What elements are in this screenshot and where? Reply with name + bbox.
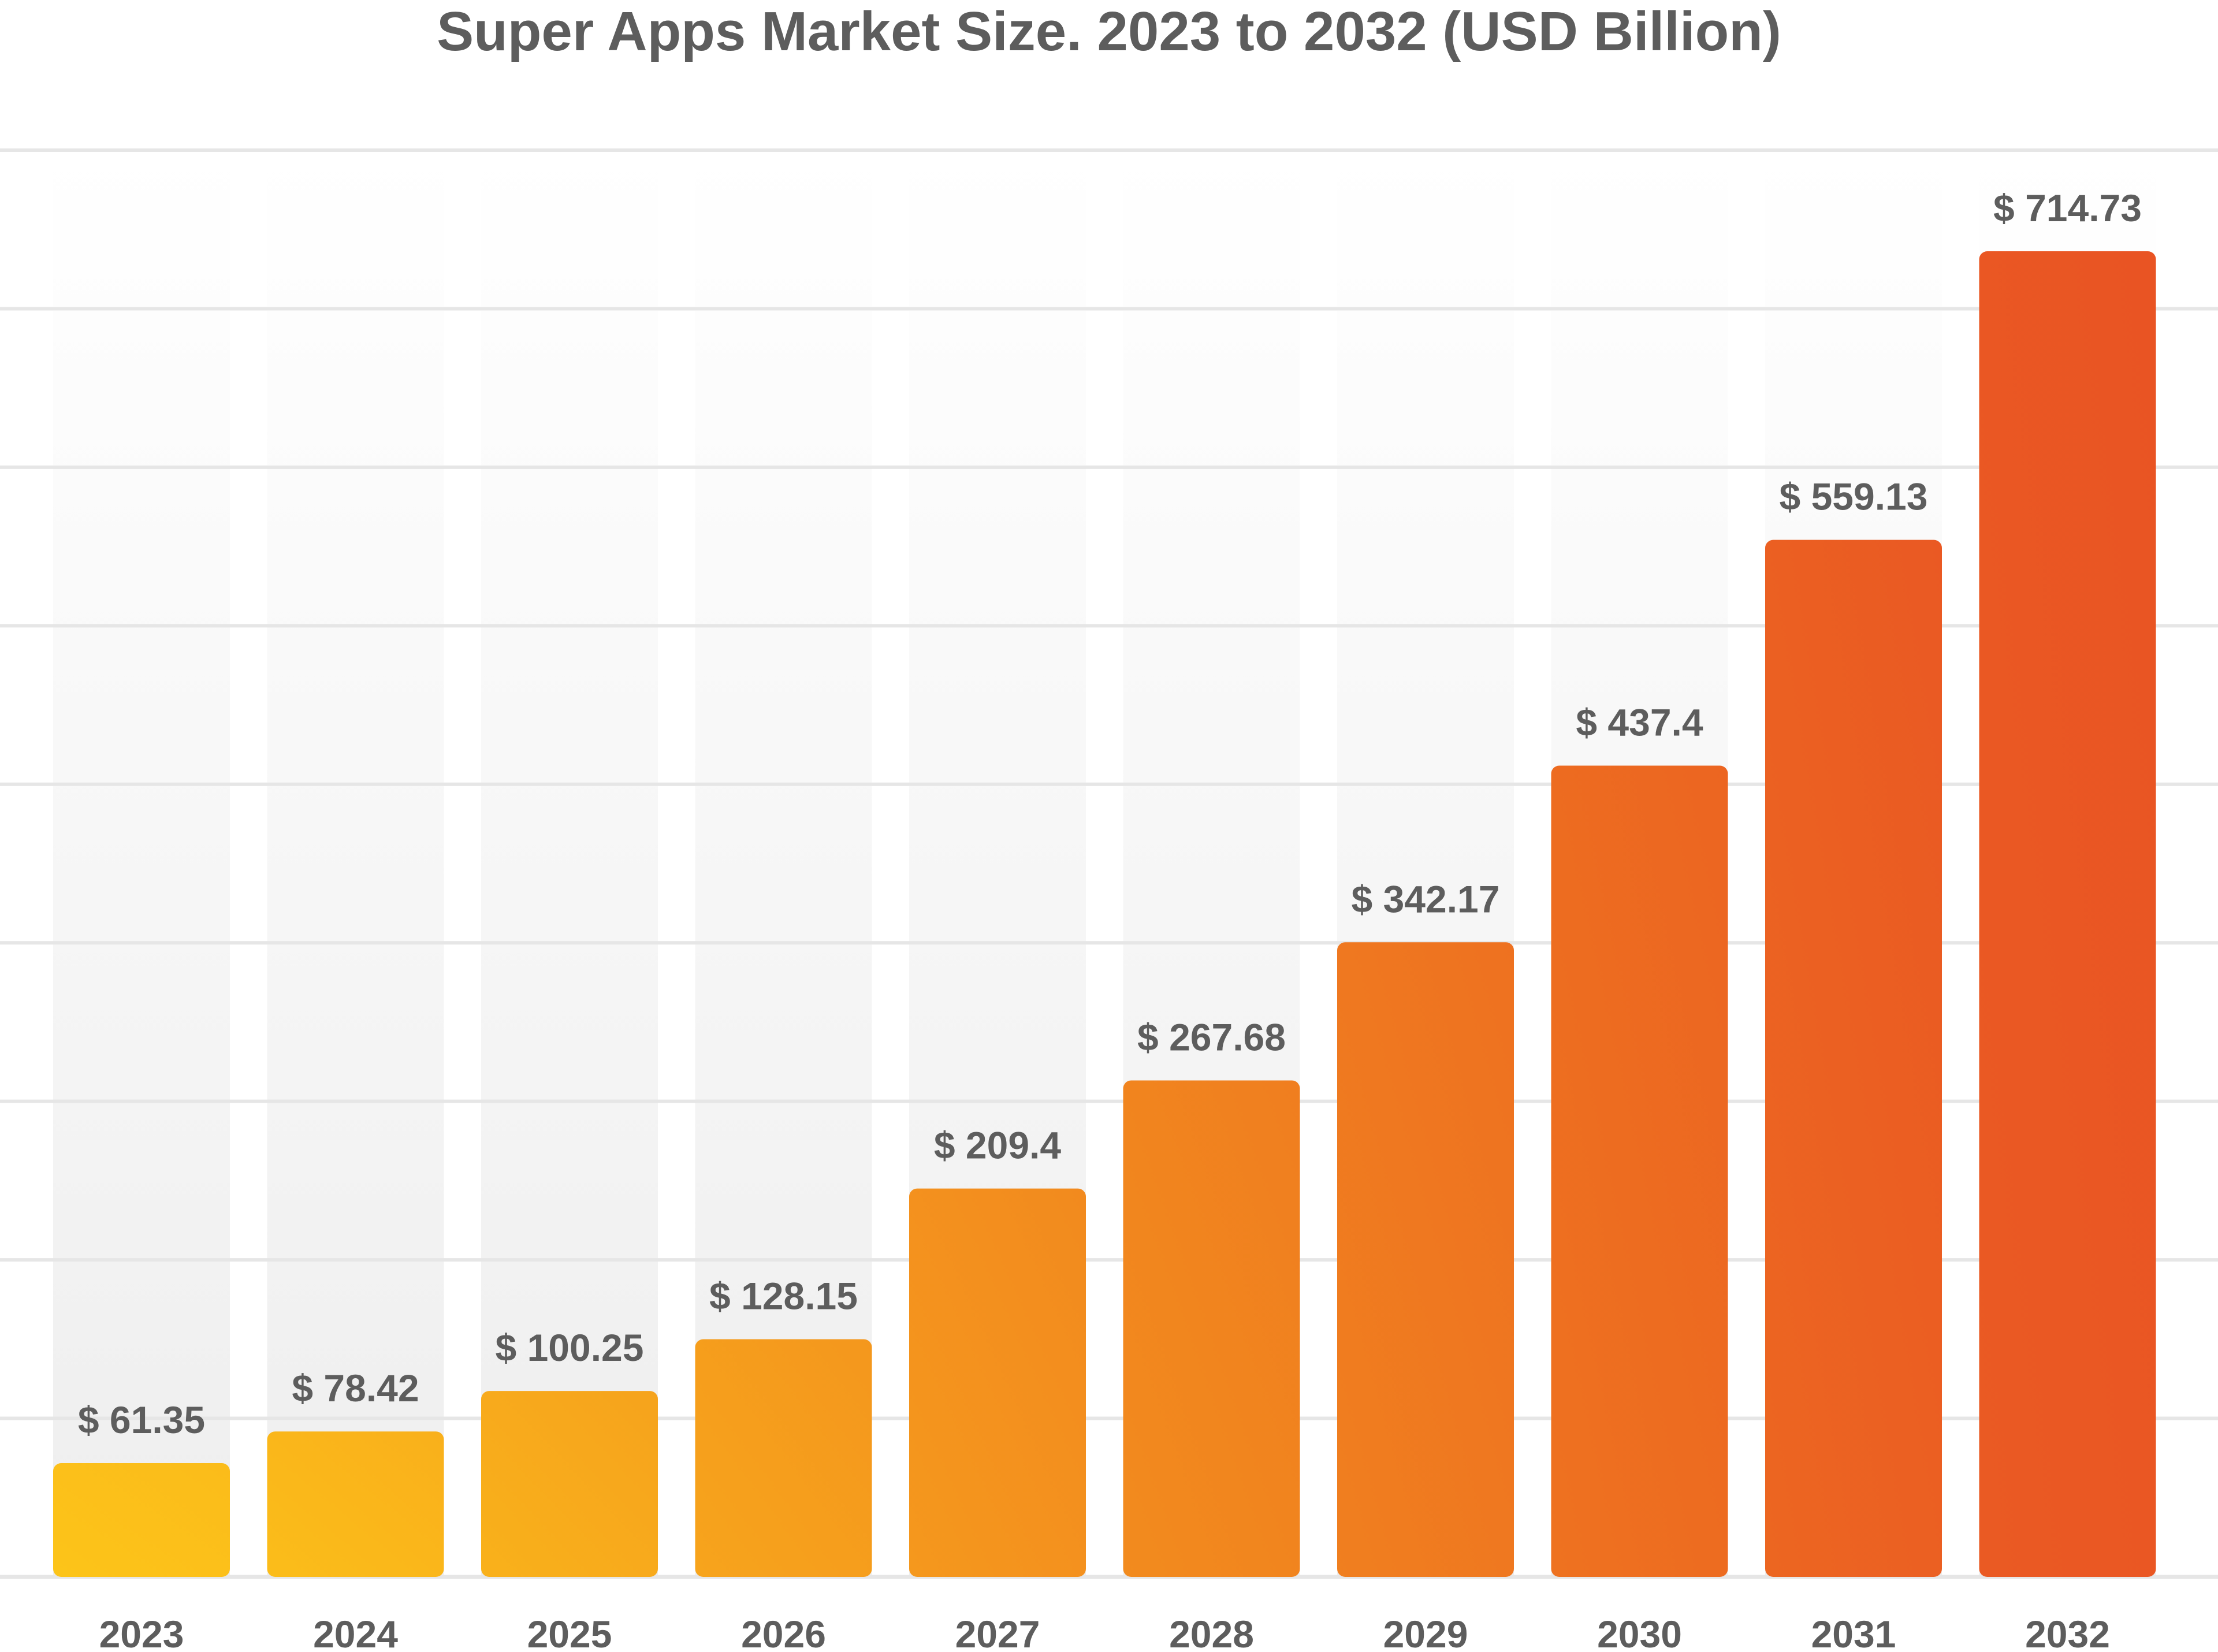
bar-2029: [1337, 942, 1514, 1577]
bar-2031: [1765, 539, 1942, 1577]
bar-2028: [1123, 1080, 1300, 1577]
value-label: $ 267.68: [1137, 1015, 1286, 1058]
column-band: [695, 150, 872, 1577]
value-label: $ 100.25: [496, 1326, 644, 1369]
x-tick-label: 2029: [1383, 1613, 1468, 1652]
bars: [53, 251, 2156, 1577]
x-axis-labels: 2023 2024 2025 2026 2027 2028 2029 2030 2031 2032: [99, 1613, 2110, 1652]
bar-2030: [1551, 765, 1728, 1577]
bar-2027: [909, 1188, 1086, 1577]
x-tick-label: 2026: [741, 1613, 826, 1652]
value-label: $ 342.17: [1352, 877, 1500, 920]
bar-2023: [53, 1463, 230, 1577]
x-tick-label: 2025: [527, 1613, 612, 1652]
column-band: [53, 150, 230, 1577]
x-tick-label: 2030: [1597, 1613, 1682, 1652]
value-label: $ 714.73: [1993, 187, 2142, 229]
value-label: $ 559.13: [1780, 475, 1928, 518]
x-tick-label: 2027: [955, 1613, 1040, 1652]
value-label: $ 437.4: [1576, 701, 1703, 744]
column-band: [481, 150, 658, 1577]
value-label: $ 209.4: [934, 1124, 1061, 1167]
bar-2032: [1979, 251, 2156, 1577]
x-tick-label: 2024: [313, 1613, 398, 1652]
value-label: $ 128.15: [709, 1275, 858, 1318]
bar-2024: [267, 1431, 444, 1577]
x-tick-label: 2023: [99, 1613, 184, 1652]
x-tick-label: 2028: [1169, 1613, 1254, 1652]
chart-title: Super Apps Market Size. 2023 to 2032 (US…: [437, 1, 1781, 62]
x-tick-label: 2031: [1811, 1613, 1896, 1652]
bar-2026: [695, 1339, 872, 1577]
bar-2025: [481, 1391, 658, 1577]
column-band: [267, 150, 444, 1577]
value-labels: $ 61.35 $ 78.42 $ 100.25 $ 128.15 $ 209.4 $ 2…: [78, 187, 2142, 1441]
x-tick-label: 2032: [2025, 1613, 2110, 1652]
value-label: $ 78.42: [292, 1367, 419, 1409]
value-label: $ 61.35: [78, 1398, 205, 1441]
